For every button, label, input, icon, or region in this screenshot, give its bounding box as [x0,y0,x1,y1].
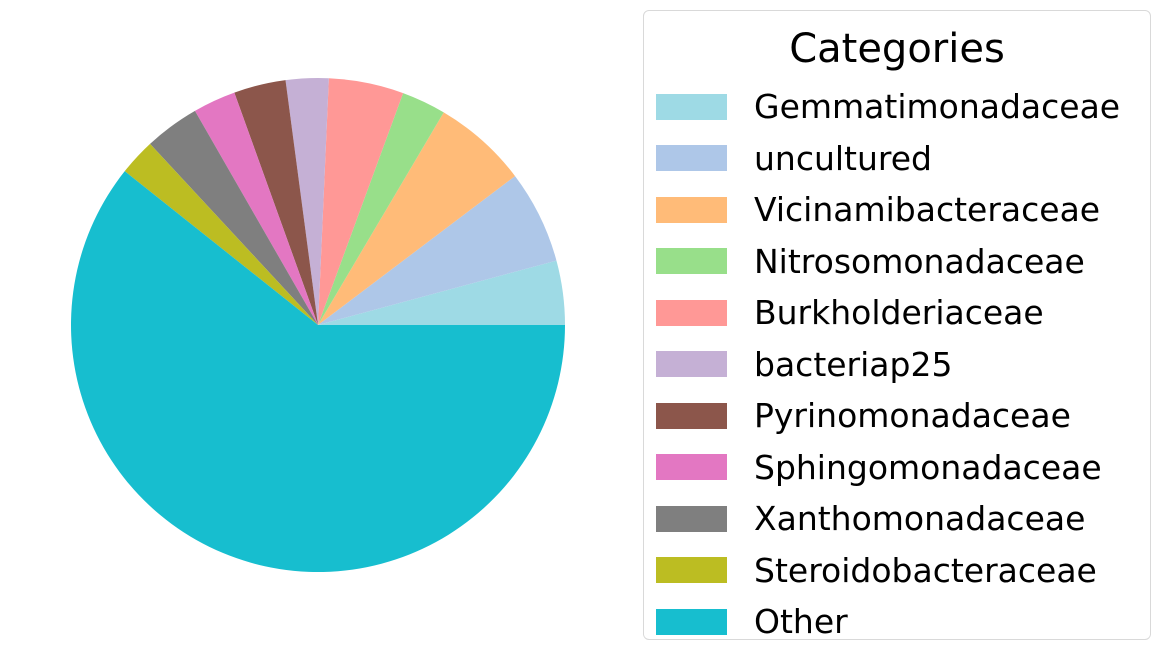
legend-label: Nitrosomonadaceae [754,241,1085,281]
pie-slice-burkholderiaceae [318,78,404,326]
legend-swatch [656,557,727,584]
legend-swatch [656,402,727,429]
legend-item: uncultured [656,133,1120,185]
legend-label: Gemmatimonadaceae [754,87,1121,127]
legend-item: Steroidobacteraceae [656,545,1120,597]
legend-swatch [656,93,727,120]
legend-item: Other [656,596,1120,648]
pie-slice-nitrosomonadaceae [318,93,444,325]
legend-swatch [656,248,727,275]
legend-label: Pyrinomonadaceae [754,396,1071,436]
legend-swatch [656,145,727,172]
pie-slice-vicinamibacteraceae [318,112,516,325]
legend-item: Xanthomonadaceae [656,493,1120,545]
legend-label: uncultured [754,138,933,178]
legend-swatch [656,454,727,481]
legend-label: Xanthomonadaceae [754,499,1086,539]
pie-slice-steroidobacteraceae [124,143,318,325]
legend-item: Sphingomonadaceae [656,442,1120,494]
legend-items: Gemmatimonadaceae uncultured Vicinamibacte… [656,81,1120,648]
legend-item: bacteriap25 [656,339,1120,391]
pie-slice-other [71,171,566,572]
legend-label: Other [754,602,848,642]
legend-swatch [656,299,727,326]
legend-label: Vicinamibacteraceae [754,190,1101,230]
legend-item: Nitrosomonadaceae [656,236,1120,288]
legend-label: Sphingomonadaceae [754,447,1102,487]
legend-item: Gemmatimonadaceae [656,81,1120,133]
legend-swatch [656,351,727,378]
pie-slice-bacteriap25 [285,78,329,326]
pie-slice-pyrinomonadaceae [234,80,318,325]
legend: Categories Gemmatimonadaceae uncultured Vi… [643,10,1151,641]
pie-slice-gemmatimonadaceae [318,260,565,325]
legend-swatch [656,196,727,223]
legend-swatch [656,505,727,532]
pie-slice-sphingomonadaceae [194,92,318,325]
legend-label: bacteriap25 [754,344,953,384]
pie-slice-uncultured [318,176,557,325]
legend-item: Burkholderiaceae [656,287,1120,339]
legend-label: Burkholderiaceae [754,293,1044,333]
pie-slice-xanthomonadaceae [150,110,318,326]
legend-title: Categories [789,26,1005,72]
pie-chart [71,78,566,572]
legend-swatch [656,608,727,635]
legend-item: Vicinamibacteraceae [656,184,1120,236]
legend-item: Pyrinomonadaceae [656,390,1120,442]
legend-label: Steroidobacteraceae [754,550,1097,590]
